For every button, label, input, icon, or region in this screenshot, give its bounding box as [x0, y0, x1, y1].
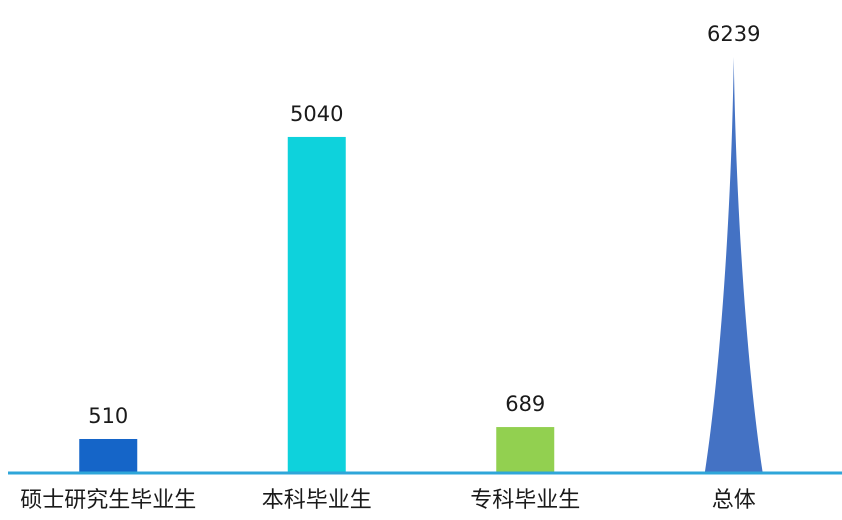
category-label-2: 本科毕业生 — [262, 488, 372, 513]
data-label-3: 689 — [505, 392, 545, 416]
bars-group — [79, 57, 763, 473]
category-label-3: 专科毕业生 — [470, 488, 580, 513]
bar-3 — [496, 427, 555, 473]
category-label-4: 总体 — [712, 488, 756, 513]
bar-1 — [79, 438, 138, 473]
bar-2 — [287, 136, 346, 473]
category-label-1: 硕士研究生毕业生 — [20, 488, 196, 513]
data-label-4: 6239 — [707, 22, 760, 46]
data-label-1: 510 — [88, 404, 128, 428]
value-labels-group: 510 5040 689 6239 — [88, 22, 760, 428]
bar-4 — [704, 57, 763, 473]
data-label-2: 5040 — [290, 102, 343, 126]
category-labels-group: 硕士研究生毕业生 本科毕业生 专科毕业生 总体 — [20, 488, 756, 513]
